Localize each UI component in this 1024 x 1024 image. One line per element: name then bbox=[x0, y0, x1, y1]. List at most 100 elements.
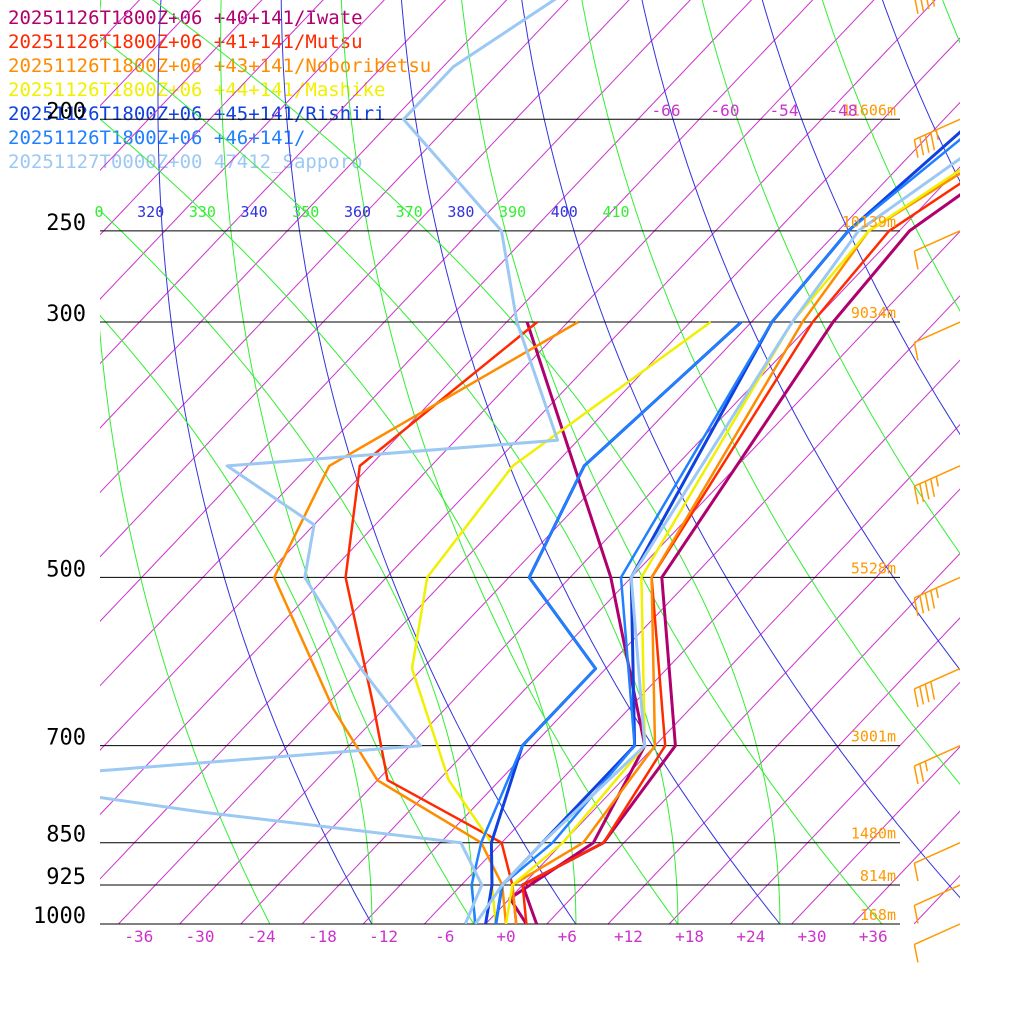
wind-barb bbox=[913, 118, 961, 158]
wind-barb-flag bbox=[926, 0, 930, 10]
wind-barb-shaft bbox=[914, 842, 961, 864]
wind-barb bbox=[913, 465, 961, 505]
wind-barb-shaft bbox=[914, 667, 961, 690]
temperature-tick-label: -36 bbox=[124, 927, 153, 946]
temperature-line bbox=[511, 171, 960, 924]
theta-line bbox=[340, 0, 679, 924]
theta-line bbox=[100, 0, 271, 924]
isotherm-line bbox=[100, 0, 508, 429]
legend: 20251126T1800Z+06 +40+141/Iwate 20251126… bbox=[8, 6, 431, 174]
moist-adiabat-line bbox=[100, 209, 475, 924]
top-temperature-label: -66 bbox=[652, 101, 681, 120]
wind-barb-flag bbox=[913, 944, 919, 963]
theta-e-line bbox=[157, 0, 373, 924]
wind-barb-flag bbox=[930, 681, 936, 700]
wind-barb-flag bbox=[913, 597, 919, 616]
temperature-tick-label: +36 bbox=[859, 927, 888, 946]
wind-barb-shaft bbox=[914, 923, 961, 946]
wind-barb-flag bbox=[919, 763, 925, 782]
isotherm-line bbox=[100, 0, 141, 43]
temperature-tick-label: +6 bbox=[558, 927, 577, 946]
wind-barb bbox=[913, 667, 961, 708]
temperature-tick-label: -6 bbox=[435, 927, 454, 946]
wind-barb-flag bbox=[924, 134, 930, 153]
isotherm-line bbox=[546, 488, 960, 924]
isotherm-line bbox=[100, 0, 202, 107]
wind-barb-flag bbox=[924, 481, 930, 500]
theta-line bbox=[701, 0, 960, 555]
dewpoint-line bbox=[100, 0, 560, 924]
theta-e-line bbox=[521, 0, 960, 899]
theta-label: 370 bbox=[396, 203, 423, 221]
isotherm-line bbox=[100, 0, 814, 751]
wind-barb bbox=[913, 842, 961, 882]
temperature-tick-label: +0 bbox=[496, 927, 515, 946]
theta-label: 400 bbox=[551, 203, 578, 221]
isotherm-line bbox=[791, 746, 960, 924]
wind-barb bbox=[913, 576, 961, 616]
theta-line bbox=[821, 0, 960, 312]
theta-label: 340 bbox=[241, 203, 268, 221]
isotherm-line bbox=[607, 552, 960, 924]
wind-barb-flag bbox=[914, 0, 919, 14]
wind-barb-shaft bbox=[914, 744, 961, 767]
wind-barb-flag bbox=[932, 0, 936, 7]
temperature-line bbox=[474, 156, 960, 924]
theta-label: 380 bbox=[447, 203, 474, 221]
temperature-tick-label: +12 bbox=[614, 927, 643, 946]
legend-item-46n: 20251126T1800Z+06 +46+141/ bbox=[8, 127, 306, 149]
isotherm-line bbox=[0, 0, 1024, 924]
wind-barb-flag bbox=[924, 592, 930, 612]
wind-barb-flag bbox=[924, 683, 930, 703]
wind-barb-flag bbox=[930, 590, 936, 609]
wind-barb-flag bbox=[919, 686, 925, 705]
wind-barb-flag bbox=[935, 476, 939, 487]
height-label: 10139m bbox=[842, 213, 896, 231]
isotherm-line bbox=[100, 0, 875, 816]
temperature-tick-label: +24 bbox=[736, 927, 765, 946]
wind-barb-shaft bbox=[914, 321, 961, 344]
isotherm-line bbox=[0, 0, 997, 924]
wind-barb-flag bbox=[913, 486, 919, 505]
temperature-line bbox=[494, 138, 960, 924]
isotherm-line bbox=[0, 0, 936, 924]
wind-barb-shaft bbox=[914, 118, 961, 141]
temperature-tick-label: +30 bbox=[798, 927, 827, 946]
wind-barb bbox=[913, 923, 961, 963]
pressure-tick-label: 700 bbox=[46, 726, 86, 751]
height-label: 1480m bbox=[851, 825, 896, 843]
theta-label: 320 bbox=[137, 203, 164, 221]
theta-label: 360 bbox=[344, 203, 371, 221]
height-label: 168m bbox=[860, 906, 896, 924]
dewpoint-line bbox=[470, 321, 743, 924]
wind-barb-flag bbox=[919, 595, 925, 614]
wind-barb-flag bbox=[913, 342, 919, 361]
isotherm-line bbox=[100, 0, 263, 172]
wind-barb-flag bbox=[930, 478, 936, 498]
wind-barb bbox=[914, 0, 936, 14]
isotherm-line bbox=[100, 0, 385, 300]
temperature-tick-label: -12 bbox=[369, 927, 398, 946]
wind-barb-flag bbox=[913, 905, 919, 924]
isotherm-line bbox=[100, 0, 447, 365]
theta-label: 410 bbox=[602, 203, 629, 221]
height-label: 11606m bbox=[842, 101, 896, 119]
wind-barb-flag bbox=[935, 587, 939, 599]
isotherm-line bbox=[100, 0, 630, 558]
isotherm-line bbox=[179, 101, 960, 924]
theta-line bbox=[581, 0, 960, 786]
wind-barb-flag bbox=[913, 765, 919, 785]
isotherm-line bbox=[730, 681, 960, 924]
top-temperature-label: -48 bbox=[829, 101, 858, 120]
isotherm-line bbox=[913, 874, 960, 924]
theta-label: 330 bbox=[189, 203, 216, 221]
isotherm-line bbox=[100, 0, 936, 880]
wind-barb bbox=[913, 321, 961, 361]
pressure-tick-label: 1000 bbox=[33, 904, 86, 929]
background-grid bbox=[0, 0, 1024, 924]
theta-label: 350 bbox=[292, 203, 319, 221]
pressure-tick-label: 250 bbox=[46, 211, 86, 236]
theta-line bbox=[461, 0, 883, 924]
wind-barb-shaft bbox=[914, 884, 961, 907]
